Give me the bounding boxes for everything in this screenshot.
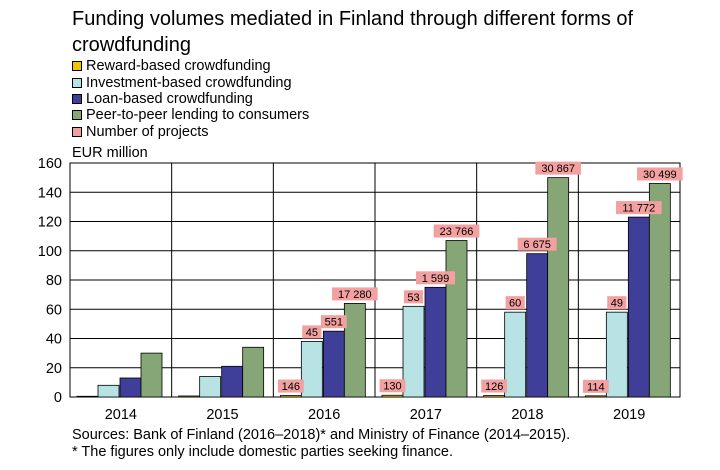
x-tick-label: 2017 — [410, 407, 442, 423]
bar — [605, 311, 628, 398]
project-count-label-bg — [332, 287, 378, 301]
project-count-label: 11 772 — [622, 203, 655, 215]
legend-label: Number of projects — [86, 123, 209, 140]
project-count-label-bg — [607, 296, 627, 310]
bar — [76, 395, 99, 398]
y-tick-label: 80 — [46, 273, 62, 289]
legend-item-reward: Reward-based crowdfunding — [72, 58, 309, 74]
project-count-label: 23 766 — [440, 226, 474, 238]
project-count-label: 30 499 — [643, 169, 677, 181]
project-count-label-bg — [637, 167, 683, 181]
project-count-label: 1 599 — [422, 273, 450, 285]
y-axis-label: EUR million — [72, 145, 148, 161]
y-tick-label: 20 — [46, 361, 62, 377]
bar — [119, 377, 142, 398]
bar — [199, 376, 222, 398]
bar — [221, 365, 244, 398]
x-tick-label: 2016 — [308, 407, 340, 423]
legend-item-projects: Number of projects — [72, 124, 309, 140]
project-count-label: 30 867 — [541, 163, 575, 175]
bar — [381, 394, 404, 398]
project-count-label: 17 280 — [338, 289, 372, 301]
legend-swatch — [72, 61, 82, 72]
legend-label: Loan-based crowdfunding — [86, 90, 253, 107]
x-tick-label: 2018 — [511, 407, 543, 423]
bar — [97, 384, 120, 398]
project-count-label-bg — [277, 379, 304, 393]
legend-label: Reward-based crowdfunding — [86, 58, 271, 75]
project-count-label: 6 675 — [523, 239, 551, 251]
legend-label: Peer-to-peer lending to consumers — [86, 107, 310, 124]
bar — [627, 216, 650, 398]
bar — [343, 302, 366, 398]
legend-swatch — [72, 77, 82, 88]
project-count-label-bg — [302, 325, 322, 339]
legend-item-investment: Investment-based crowdfunding — [72, 74, 309, 91]
bar — [178, 395, 201, 398]
bar — [402, 305, 425, 398]
bar — [445, 240, 468, 398]
project-count-label-bg — [535, 161, 581, 175]
project-count-label-bg — [582, 379, 609, 393]
project-count-label-bg — [481, 379, 508, 393]
legend-swatch — [72, 126, 82, 137]
project-count-label-bg — [433, 224, 480, 238]
bar — [584, 395, 607, 398]
x-tick-label: 2014 — [105, 407, 137, 423]
bar — [648, 183, 671, 398]
x-tick-label: 2019 — [613, 407, 645, 423]
project-count-label: 49 — [611, 298, 623, 310]
project-count-label: 53 — [407, 292, 419, 304]
y-tick-label: 160 — [38, 156, 62, 172]
footnote: * The figures only include domestic part… — [72, 444, 453, 460]
bar — [504, 311, 527, 398]
project-count-label-bg — [505, 296, 525, 310]
y-tick-label: 60 — [46, 302, 62, 318]
legend-item-p2p: Peer-to-peer lending to consumers — [72, 107, 309, 123]
project-count-label-bg — [616, 201, 662, 215]
project-count-label-bg — [320, 315, 347, 329]
bar — [526, 253, 549, 398]
bar — [483, 395, 506, 398]
project-count-label-bg — [517, 237, 557, 251]
bar — [279, 395, 302, 398]
y-tick-label: 40 — [46, 332, 62, 348]
legend-label: Investment-based crowdfunding — [86, 74, 292, 91]
project-count-label-bg — [403, 290, 424, 304]
bar — [424, 286, 447, 398]
project-count-label: 146 — [282, 381, 300, 393]
chart-title: Funding volumes mediated in Finland thro… — [72, 8, 634, 56]
bar — [242, 346, 265, 398]
x-tick-label: 2015 — [206, 407, 238, 423]
project-count-label: 551 — [325, 317, 343, 329]
y-tick-label: 100 — [38, 244, 62, 260]
legend-item-loan: Loan-based crowdfunding — [72, 91, 309, 107]
plot-frame — [69, 162, 681, 398]
sources-note: Sources: Bank of Finland (2016–2018)* an… — [72, 427, 571, 443]
bar — [547, 177, 570, 398]
y-tick-label: 120 — [38, 215, 62, 231]
project-count-label: 126 — [485, 381, 503, 393]
bar — [300, 341, 323, 398]
y-tick-label: 0 — [54, 390, 62, 406]
bar — [322, 330, 345, 398]
legend-swatch — [72, 93, 82, 104]
legend: Reward-based crowdfunding Investment-bas… — [72, 58, 309, 140]
project-count-label: 114 — [587, 381, 605, 393]
footer: Sources: Bank of Finland (2016–2018)* an… — [72, 427, 570, 461]
y-tick-label: 140 — [38, 185, 62, 201]
project-count-label-bg — [416, 271, 455, 285]
project-count-label-bg — [379, 379, 406, 393]
bar — [140, 352, 163, 398]
project-count-label: 130 — [383, 381, 401, 393]
legend-swatch — [72, 110, 82, 121]
project-count-label: 45 — [306, 327, 318, 339]
project-count-label: 60 — [509, 298, 521, 310]
